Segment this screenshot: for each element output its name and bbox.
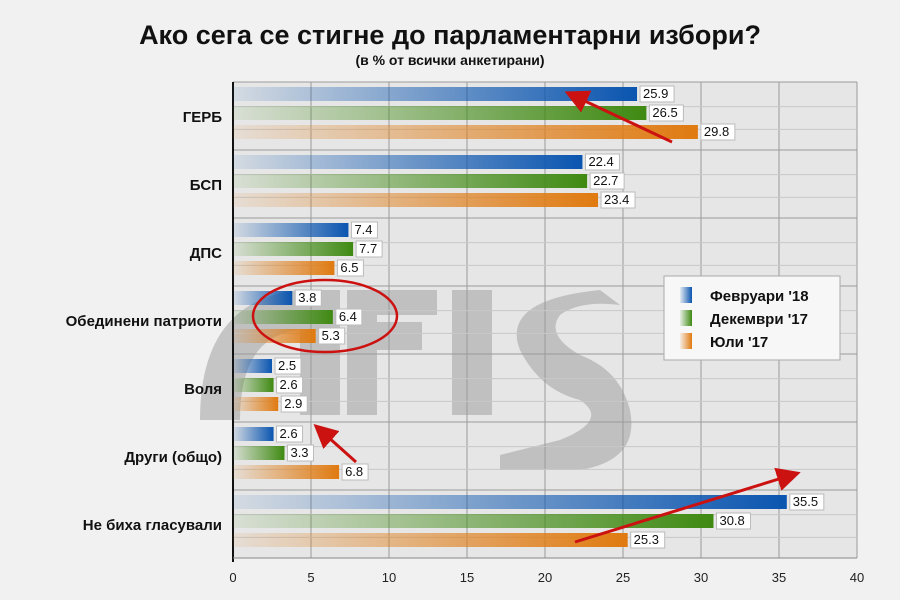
data-label: 3.3 [290,445,308,460]
category-label: Воля [184,381,222,398]
data-label-box [294,289,322,307]
data-label: 25.3 [634,532,659,547]
data-label-box [648,104,684,122]
bar [233,223,349,237]
data-label-box [584,153,620,171]
data-label-box [630,531,666,549]
data-label-box [318,327,346,345]
bar [233,359,272,373]
legend-entry: Декември '17 [710,311,808,328]
annotation-arrow [574,467,801,544]
legend-swatch [680,333,692,349]
x-tick-label: 20 [538,570,552,585]
annotation-arrow [313,423,358,464]
legend-swatch [680,287,692,303]
bar [233,378,274,392]
bar [233,155,583,169]
x-tick-label: 15 [460,570,474,585]
data-label-box [600,191,636,209]
data-label: 6.5 [340,260,358,275]
bar [233,397,279,411]
data-label: 2.5 [278,358,296,373]
bar [233,242,354,256]
data-label-box [286,444,314,462]
bar [233,174,588,188]
data-label: 30.8 [719,513,744,528]
bar [233,106,647,120]
data-label-box [341,463,369,481]
annotation-ellipse [251,278,399,354]
bar [233,446,285,460]
data-label-box [715,512,751,530]
data-label: 7.4 [354,222,372,237]
legend: Февруари '18 Декември '17 Юли '17 [663,275,841,361]
bar [233,514,714,528]
data-label: 6.8 [345,464,363,479]
logo-f-top [377,290,437,315]
x-tick-label: 25 [616,570,630,585]
category-label: Обединени патриоти [66,313,222,330]
data-label: 2.6 [280,377,298,392]
chart-title: Ако сега се стигне до парламентарни избо… [139,20,761,50]
bar [233,495,787,509]
data-label: 22.4 [588,154,613,169]
legend-box [663,275,841,361]
data-label-box [280,395,308,413]
legend-entry: Юли '17 [710,334,768,351]
data-label: 2.9 [284,396,302,411]
category-label: Други (общо) [124,449,222,466]
category-label: Не биха гласували [83,517,222,534]
data-label-box [336,259,364,277]
data-label-box [335,308,363,326]
bar [233,465,340,479]
data-label: 7.7 [359,241,377,256]
x-tick-label: 5 [307,570,314,585]
bar [233,193,599,207]
data-label-box [274,357,302,375]
data-label: 3.8 [298,290,316,305]
data-label: 29.8 [704,124,729,139]
legend-entry: Февруари '18 [710,288,809,305]
bar [233,427,274,441]
data-label-box [700,123,736,141]
x-tick-label: 0 [229,570,236,585]
data-label: 35.5 [793,494,818,509]
data-label-box [276,425,304,443]
category-label: ГЕРБ [183,109,223,126]
chart-subtitle: (в % от всички анкетирани) [355,52,545,68]
data-label-box [789,493,825,511]
x-tick-label: 40 [850,570,864,585]
bar [233,125,698,139]
logo-i [452,290,492,415]
data-label-box [350,221,378,239]
data-label: 25.9 [643,86,668,101]
logo-s [500,290,632,470]
data-label: 26.5 [652,105,677,120]
data-label: 2.6 [280,426,298,441]
x-tick-label: 35 [772,570,786,585]
data-label: 6.4 [339,309,357,324]
data-label: 22.7 [593,173,618,188]
category-label: ДПС [190,245,222,262]
x-tick-label: 10 [382,570,396,585]
annotation-arrow [564,90,673,144]
x-tick-label: 30 [694,570,708,585]
data-label-box [355,240,383,258]
data-label-box [276,376,304,394]
bar [233,329,316,343]
category-label: БСП [190,177,222,194]
bar [233,87,638,101]
data-label-box [589,172,625,190]
data-label-box [639,85,675,103]
legend-swatch [680,310,692,326]
bar [233,310,333,324]
data-label: 5.3 [322,328,340,343]
bar [233,261,335,275]
data-label: 23.4 [604,192,629,207]
bar [233,533,628,547]
